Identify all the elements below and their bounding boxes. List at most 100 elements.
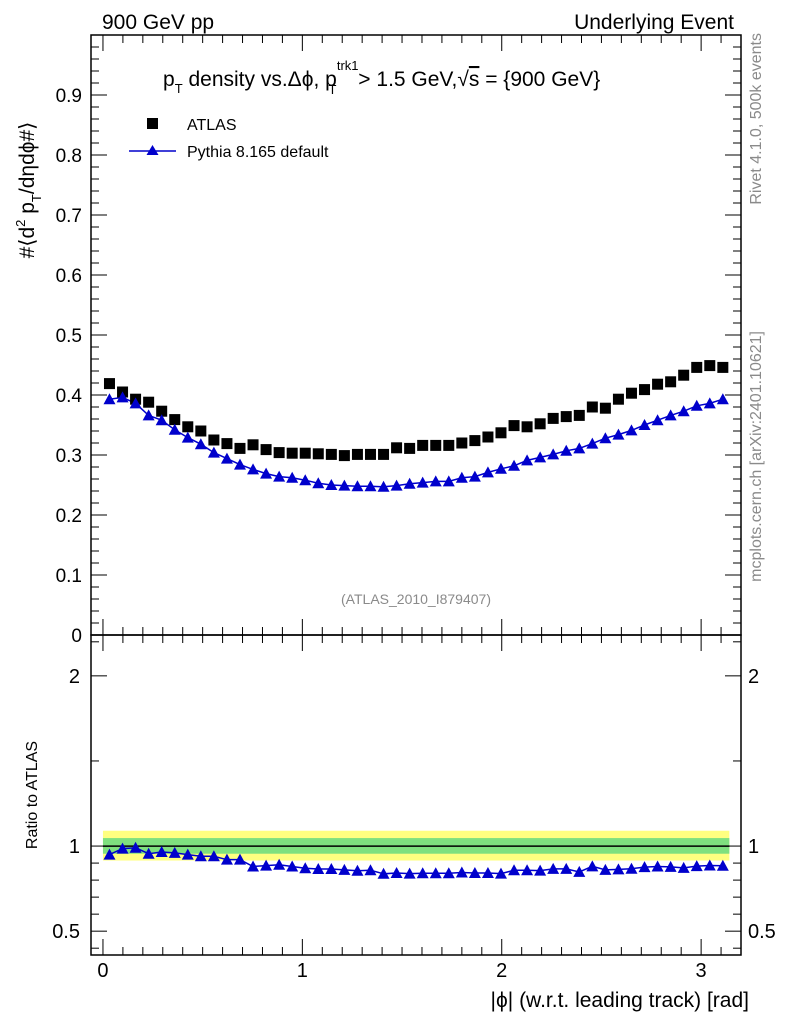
main-y-tick-label: 0.2 — [56, 506, 82, 527]
pythia-point — [194, 438, 207, 450]
ratio-point — [664, 860, 677, 872]
pythia-point — [690, 399, 703, 411]
ratio-point — [260, 859, 273, 871]
ratio-point — [651, 860, 664, 872]
ratio-point — [586, 860, 599, 872]
x-tick-label: 2 — [496, 960, 507, 982]
pythia-point — [247, 463, 260, 475]
pythia-point — [220, 452, 233, 464]
pythia-point — [586, 437, 599, 449]
main-title: pT density vs.Δϕ, ptrk1 T > 1.5 GeV,√s = … — [163, 58, 600, 97]
pythia-point — [260, 467, 273, 479]
atlas-point — [260, 444, 272, 456]
atlas-point — [195, 425, 207, 437]
pythia-point — [351, 480, 364, 492]
ratio-point — [364, 864, 377, 876]
ratio-point — [351, 864, 364, 876]
ratio-point — [429, 867, 442, 879]
atlas-point — [443, 439, 455, 451]
main-y-tick-label: 0.5 — [56, 326, 82, 347]
pythia-point — [612, 428, 625, 440]
atlas-point — [625, 387, 637, 399]
ratio-point — [181, 848, 194, 860]
pythia-point — [299, 474, 312, 486]
pythia-point — [390, 479, 403, 491]
ratio-point — [455, 866, 468, 878]
pythia-point — [312, 477, 325, 489]
atlas-point — [521, 421, 533, 433]
legend-pythia-marker — [146, 145, 159, 155]
pythia-point — [338, 479, 351, 491]
pythia-point — [116, 391, 129, 403]
ratio-point — [338, 863, 351, 875]
main-y-tick-label: 0.3 — [56, 446, 82, 467]
legend: ATLAS Pythia 8.165 default — [129, 117, 329, 161]
main-y-tick-label: 0.6 — [56, 266, 82, 287]
atlas-point — [391, 442, 403, 454]
atlas-point — [378, 448, 390, 460]
main-panel: 0 0.1 0.2 0.3 0.4 0.5 0.6 0.7 0.8 0.9 pT density … — [13, 34, 742, 647]
pythia-point — [168, 423, 181, 435]
atlas-point — [717, 361, 729, 373]
header-left: 900 GeV pp — [102, 11, 214, 34]
ratio-point — [220, 853, 233, 865]
pythia-point — [703, 397, 716, 409]
ratio-y-tick-label: 1 — [69, 836, 80, 858]
atlas-point — [338, 450, 350, 462]
atlas-point — [469, 435, 481, 447]
ratio-point — [468, 866, 481, 878]
main-y-axis-label: #⟨d2 pT/dηdϕ#⟩ — [13, 122, 44, 259]
ratio-point — [390, 866, 403, 878]
pythia-point — [325, 479, 338, 490]
main-x-ticks — [102, 35, 722, 635]
ratio-point — [103, 848, 116, 860]
ratio-point — [312, 863, 325, 875]
atlas-point — [286, 447, 298, 459]
pythia-point — [716, 393, 729, 405]
atlas-point — [325, 448, 337, 460]
ratio-point — [116, 842, 129, 854]
pythia-point — [599, 432, 612, 444]
main-y-tick-label: 0.9 — [56, 86, 82, 107]
ratio-point — [155, 846, 168, 858]
atlas-point — [599, 402, 611, 414]
ratio-y-tick-label: 0.5 — [52, 921, 80, 943]
atlas-point — [156, 405, 168, 417]
ratio-point — [547, 862, 560, 874]
pythia-point — [638, 419, 651, 430]
legend-pythia-label: Pythia 8.165 default — [187, 144, 329, 161]
ratio-panel: 0.5 0.5 1 1 2 2 0 1 2 3 Ratio to ATLAS |ϕ| (w.r.… — [24, 634, 776, 1012]
atlas-point — [652, 378, 664, 390]
atlas-point — [221, 438, 233, 450]
pythia-point — [273, 470, 286, 482]
ratio-point — [508, 864, 521, 876]
atlas-point — [247, 439, 259, 451]
pythia-point — [481, 466, 494, 478]
pythia-point — [207, 446, 220, 458]
ratio-data-points — [103, 841, 729, 879]
ratio-point — [325, 863, 338, 875]
x-tick-label: 0 — [97, 960, 108, 982]
pythia-point — [664, 409, 677, 421]
ratio-point — [403, 867, 416, 879]
pythia-point — [508, 459, 521, 471]
atlas-point — [704, 360, 716, 372]
atlas-point — [234, 442, 246, 454]
atlas-point — [508, 420, 520, 432]
ratio-point — [521, 864, 534, 876]
main-y-tick-label: 0.7 — [56, 206, 82, 227]
atlas-point — [639, 384, 651, 396]
pythia-point — [364, 480, 377, 492]
ratio-point — [273, 858, 286, 870]
x-tick-label: 3 — [696, 960, 707, 982]
ratio-point — [599, 863, 612, 875]
main-data-points — [103, 360, 729, 492]
pythia-point — [534, 451, 547, 463]
ratio-point — [286, 860, 299, 872]
atlas-point — [495, 427, 507, 439]
ratio-point — [638, 861, 651, 873]
pythia-point — [547, 448, 560, 460]
pythia-point — [560, 444, 573, 456]
ratio-point — [168, 846, 181, 858]
